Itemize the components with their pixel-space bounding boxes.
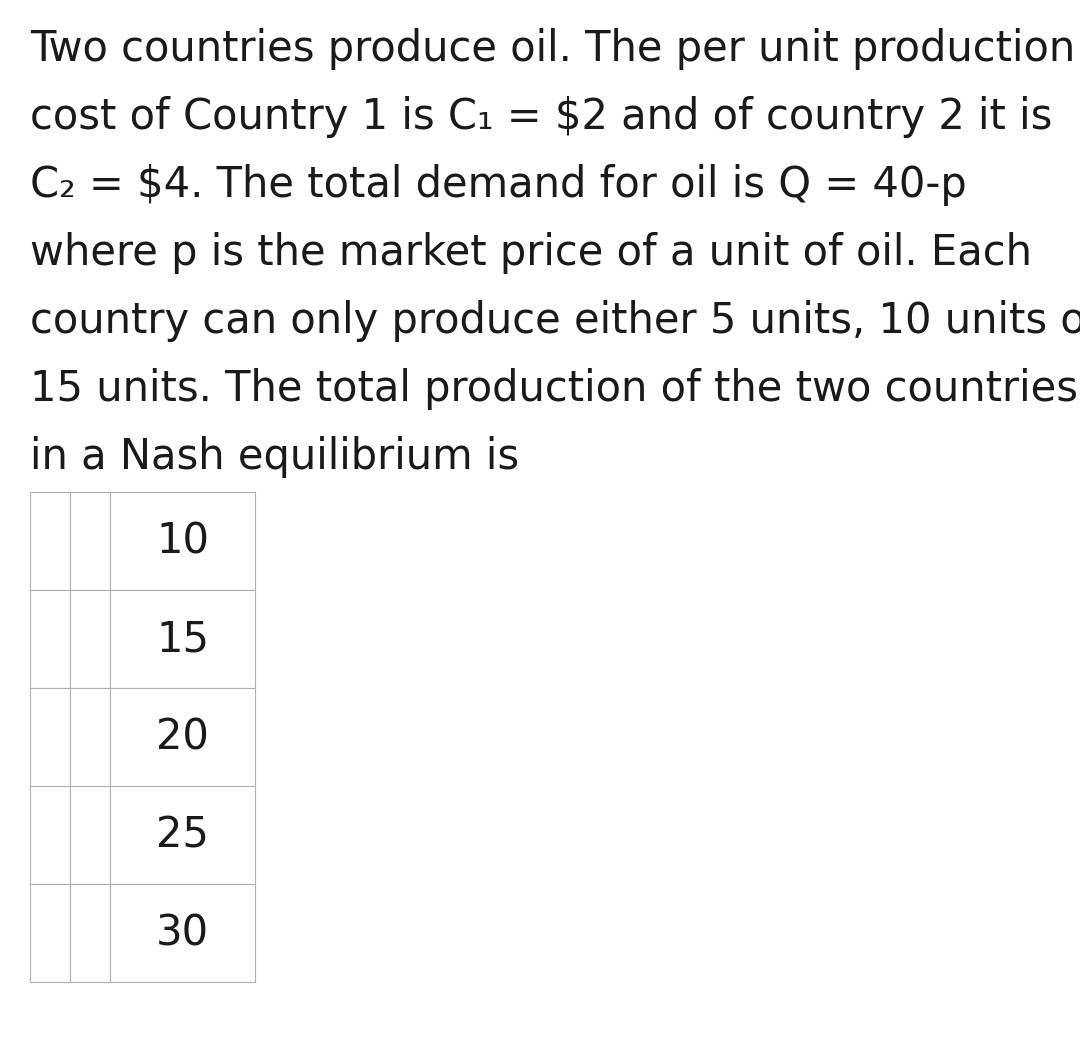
Text: in a Nash equilibrium is: in a Nash equilibrium is	[30, 436, 519, 478]
Text: 15: 15	[156, 618, 210, 660]
Text: cost of Country 1 is C₁ = $2 and of country 2 it is: cost of Country 1 is C₁ = $2 and of coun…	[30, 96, 1052, 138]
Bar	[70, 590, 110, 688]
Bar	[30, 492, 70, 590]
Bar	[70, 884, 110, 982]
Bar	[70, 786, 110, 884]
Text: where p is the market price of a unit of oil. Each: where p is the market price of a unit of…	[30, 232, 1032, 274]
Bar	[30, 786, 70, 884]
Text: 20: 20	[157, 716, 208, 758]
Bar	[110, 884, 255, 982]
Bar	[110, 590, 255, 688]
Bar	[110, 688, 255, 786]
Bar	[30, 884, 70, 982]
Bar	[110, 492, 255, 590]
Text: country can only produce either 5 units, 10 units or: country can only produce either 5 units,…	[30, 300, 1080, 342]
Bar	[70, 688, 110, 786]
Text: 25: 25	[157, 814, 208, 856]
Bar	[70, 492, 110, 590]
Bar	[30, 688, 70, 786]
Text: 30: 30	[156, 912, 210, 954]
Text: 10: 10	[156, 520, 210, 562]
Text: C₂ = $4. The total demand for oil is Q = 40-p: C₂ = $4. The total demand for oil is Q =…	[30, 164, 967, 206]
Bar	[30, 590, 70, 688]
Text: Two countries produce oil. The per unit production: Two countries produce oil. The per unit …	[30, 28, 1076, 70]
Text: 15 units. The total production of the two countries: 15 units. The total production of the tw…	[30, 368, 1078, 410]
Bar	[110, 786, 255, 884]
